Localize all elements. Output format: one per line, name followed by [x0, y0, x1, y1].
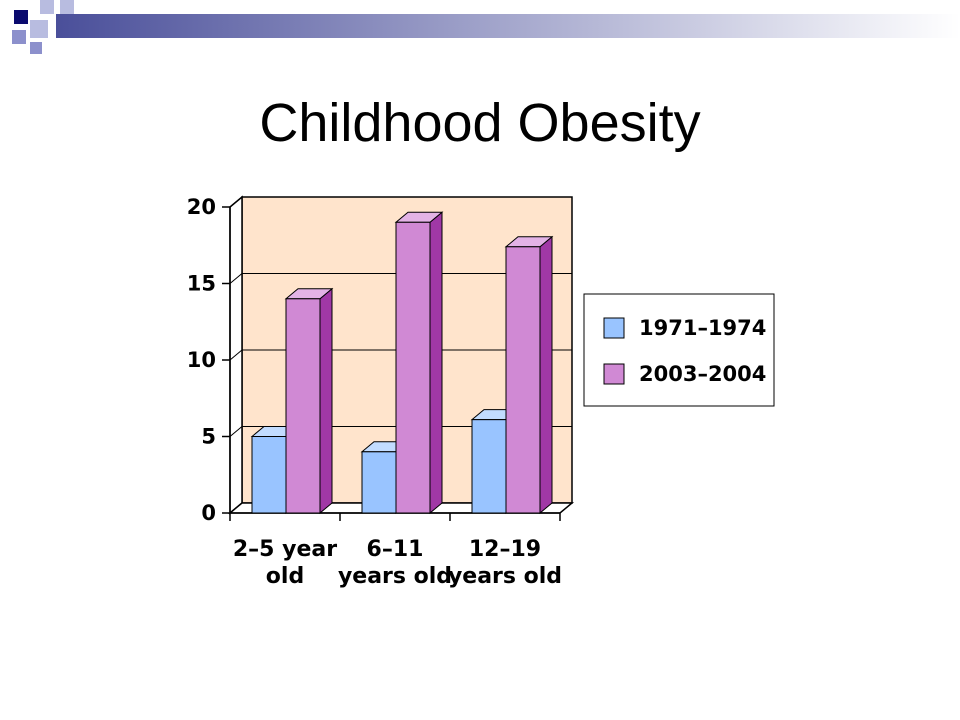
x-category-label: old — [266, 564, 304, 589]
deco-square-mid — [30, 42, 42, 54]
bar — [285, 298, 321, 514]
y-tick-label: 20 — [187, 195, 216, 219]
gridline — [229, 196, 572, 208]
bar — [361, 451, 397, 514]
deco-square-mid — [12, 30, 26, 44]
x-category-label: years old — [338, 564, 452, 589]
legend-label: 1971–1974 — [639, 316, 766, 340]
deco-square-light — [40, 0, 54, 14]
bar — [471, 419, 507, 514]
y-tick-label: 5 — [201, 425, 216, 449]
slide-title: Childhood Obesity — [259, 93, 701, 153]
x-category-label: years old — [448, 564, 562, 589]
slide-decoration — [12, 0, 960, 54]
y-tick-label: 15 — [187, 272, 216, 296]
y-tick-label: 10 — [187, 348, 216, 372]
legend-box — [583, 293, 775, 407]
bar-side — [539, 235, 553, 515]
x-category-label: 6–11 — [367, 537, 424, 562]
gridline — [229, 273, 572, 284]
x-category-label: 12–19 — [469, 537, 541, 562]
bar — [505, 246, 541, 514]
deco-square-light — [60, 0, 74, 14]
legend-label: 2003–2004 — [639, 362, 766, 386]
y-tick-label: 0 — [201, 501, 216, 525]
deco-square-dark — [14, 10, 28, 24]
legend-swatch — [603, 317, 625, 339]
bar-side — [319, 287, 333, 515]
bar-side — [429, 211, 443, 515]
bar — [395, 221, 431, 514]
deco-gradient-bar — [56, 14, 960, 38]
deco-square-light — [30, 20, 48, 38]
x-category-label: 2–5 year — [233, 537, 337, 562]
legend-swatch — [603, 363, 625, 385]
bar — [251, 436, 287, 514]
gridline — [229, 426, 572, 437]
gridline — [229, 349, 572, 361]
